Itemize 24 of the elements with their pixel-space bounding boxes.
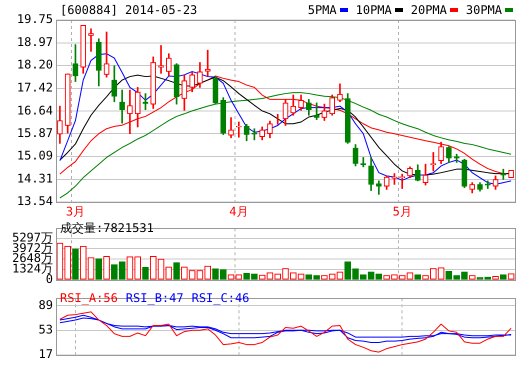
- y-tick-label: 15.09: [16, 148, 53, 163]
- legend-label: 5PMA: [308, 3, 337, 17]
- y-tick-label: 89: [38, 298, 53, 312]
- chart-title: [600884] 2014-05-23: [60, 3, 198, 17]
- y-tick-label: 14.31: [16, 172, 53, 186]
- series-label: RSI_C:46: [192, 291, 250, 305]
- y-tick-label: 19.75: [16, 12, 53, 26]
- series-label: RSI_A:56: [60, 291, 118, 305]
- chart-title: 成交量:7821531: [60, 221, 154, 235]
- legend-label: 20PMA: [410, 3, 447, 17]
- y-tick-label: 13.54: [16, 194, 53, 208]
- y-tick-label: 18.20: [16, 58, 53, 72]
- y-tick-label: 15.87: [16, 126, 53, 140]
- y-tick-label: 16.64: [16, 103, 53, 118]
- y-tick-label: 18.97: [16, 34, 53, 49]
- legend-label: 30PMA: [466, 3, 502, 17]
- series-label: RSI_B:47: [126, 291, 184, 305]
- y-tick-label: 53: [38, 322, 53, 336]
- y-tick-label: 17: [38, 346, 53, 361]
- x-tick-label: 4月: [229, 204, 248, 218]
- x-tick-label: 3月: [66, 204, 86, 218]
- y-tick-label: 17.42: [16, 80, 53, 94]
- x-tick-label: 5月: [392, 204, 412, 218]
- legend-label: 10PMA: [356, 3, 392, 17]
